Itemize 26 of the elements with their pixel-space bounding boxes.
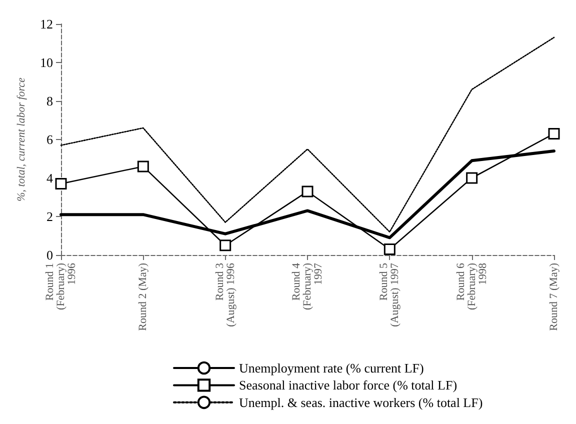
y-tick-label: 6	[46, 132, 54, 147]
x-tick-label: Round 7 (May)	[548, 262, 560, 331]
point	[55, 178, 67, 190]
y-tick-label: 10	[40, 55, 53, 70]
x-tick-label: Round 4 (February) 1997	[290, 262, 324, 310]
x-tick-label: Round 2 (May)	[137, 262, 150, 331]
legend-label: Seasonal inactive labor force (% total LF)	[239, 378, 458, 393]
line-series	[60, 36, 555, 233]
x-tick-label: Round 3 (August) 1996	[214, 262, 237, 327]
x-tick-label: Round 6 (February) 1998	[454, 262, 489, 310]
y-tick-label: 8	[46, 94, 53, 108]
point	[220, 240, 232, 252]
x-tick-label: Round 1 (February) 1996	[44, 262, 78, 310]
point	[548, 128, 560, 140]
x-tick-label: Round 5 (August) 1997	[378, 262, 402, 327]
point	[137, 160, 149, 172]
y-tick-label: 4	[46, 170, 54, 186]
point	[384, 243, 396, 255]
y-tick-label: 2	[46, 209, 53, 224]
y-axis-title: %, total, current labor force	[16, 77, 28, 202]
y-tick-label: 12	[40, 16, 53, 32]
y-tick-label: 0	[46, 248, 53, 262]
legend-label: Unemployment rate (% current LF)	[239, 360, 424, 376]
legend-label: Unempl. & seas. inactive workers (% total LF)	[239, 394, 483, 410]
point	[302, 186, 314, 198]
point	[466, 172, 478, 184]
